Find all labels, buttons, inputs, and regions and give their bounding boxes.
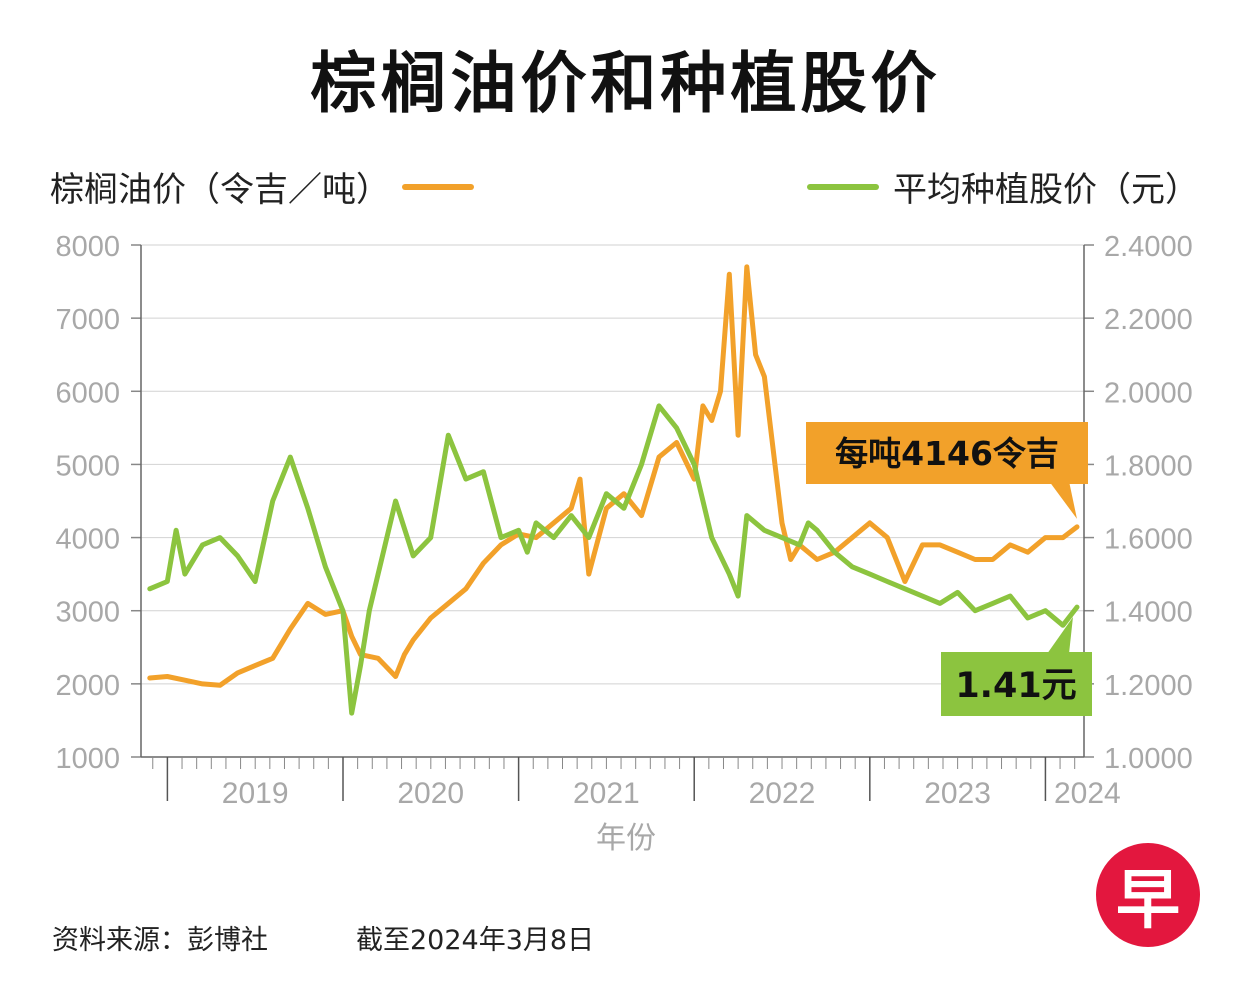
zaobao-logo: 早 (1096, 843, 1200, 947)
x-tick-label: 2024 (1054, 777, 1121, 810)
stock-callout-box (941, 652, 1092, 716)
y-left-tick-label: 8000 (55, 231, 120, 263)
y-left-tick-label: 1000 (55, 743, 120, 775)
y-right-tick-label: 2.0000 (1104, 377, 1193, 409)
y-right-tick-label: 1.0000 (1104, 743, 1193, 775)
palm-callout-pointer (1048, 481, 1077, 519)
legend-palm-oil-swatch (402, 183, 474, 190)
x-tick-label: 2022 (749, 777, 816, 810)
y-left-tick-label: 3000 (55, 597, 120, 629)
legend-stock-label: 平均种植股价（元） (893, 170, 1199, 210)
x-tick-label: 2023 (924, 777, 991, 810)
y-right-tick-label: 1.8000 (1104, 450, 1193, 482)
palm-oil-line (147, 264, 1080, 688)
y-left-tick-label: 4000 (55, 524, 120, 556)
y-left-tick-label: 2000 (55, 670, 120, 702)
legend-palm-oil-label: 棕榈油价（令吉／吨） (50, 170, 390, 210)
y-left-tick-label: 7000 (55, 304, 120, 336)
palm-callout-box (806, 422, 1088, 484)
x-tick-label: 2019 (222, 777, 289, 810)
date-note: 截至2024年3月8日 (356, 925, 595, 956)
y-left-tick-label: 5000 (55, 450, 120, 482)
palm-callout-label: 每吨4146令吉 (835, 434, 1059, 473)
legend-stock-swatch (807, 183, 879, 190)
y-right-tick-label: 1.4000 (1104, 597, 1193, 629)
y-right-tick-label: 1.6000 (1104, 524, 1193, 556)
legend-palm-oil: 棕榈油价（令吉／吨） (50, 162, 474, 211)
y-left-tick-label: 6000 (55, 377, 120, 409)
source-note: 资料来源：彭博社 (52, 925, 268, 956)
y-right-tick-label: 2.2000 (1104, 304, 1193, 336)
x-axis-title: 年份 (596, 821, 656, 856)
x-tick-label: 2020 (397, 777, 464, 810)
chart-title: 棕榈油价和种植股价 (310, 45, 941, 122)
y-right-tick-label: 1.2000 (1104, 670, 1193, 702)
legend-stock: 平均种植股价（元） (807, 162, 1199, 211)
stock-price-line (147, 403, 1080, 716)
x-tick-label: 2021 (573, 777, 640, 810)
stock-callout-label: 1.41元 (955, 666, 1076, 706)
stock-callout-pointer (1046, 617, 1073, 654)
y-right-tick-label: 2.4000 (1104, 231, 1193, 263)
